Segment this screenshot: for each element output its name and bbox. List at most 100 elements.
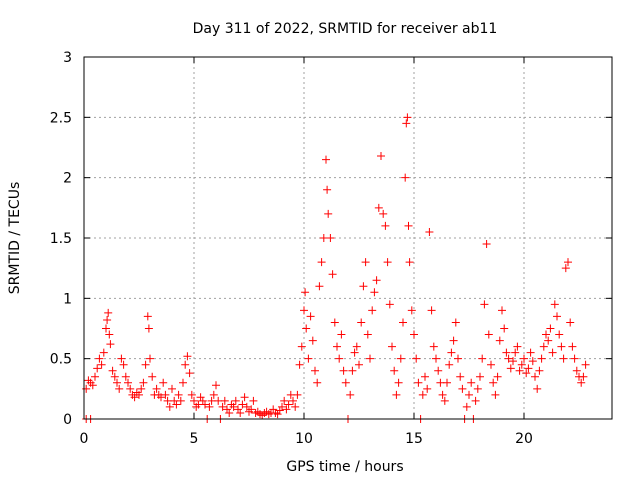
data-point	[484, 330, 493, 339]
data-point	[454, 354, 462, 363]
data-point	[212, 381, 220, 390]
data-point	[196, 393, 205, 402]
data-point	[561, 264, 570, 273]
data-point	[108, 366, 117, 375]
data-point	[388, 342, 396, 351]
data-point	[82, 384, 91, 393]
data-point	[99, 348, 108, 357]
y-tick-label: 2.5	[50, 110, 72, 126]
data-point	[526, 348, 535, 357]
data-point	[93, 364, 102, 373]
data-point	[102, 324, 110, 333]
data-point	[403, 113, 412, 122]
data-point	[179, 378, 187, 387]
data-point	[300, 306, 308, 315]
data-point	[513, 342, 522, 351]
data-point	[105, 330, 114, 339]
data-point	[566, 318, 575, 327]
data-point	[124, 378, 132, 387]
data-point	[249, 396, 258, 405]
data-point	[467, 378, 476, 387]
data-point	[359, 282, 368, 291]
data-point	[404, 221, 413, 230]
data-point	[190, 396, 198, 405]
data-point	[548, 348, 557, 357]
data-point	[139, 378, 148, 387]
data-point	[385, 300, 394, 309]
data-point	[323, 185, 332, 194]
data-point	[152, 384, 161, 393]
data-point	[328, 270, 337, 279]
data-point	[350, 348, 359, 357]
data-point	[113, 378, 121, 387]
data-point	[557, 342, 566, 351]
data-point	[355, 360, 363, 369]
data-point	[240, 393, 249, 402]
data-point	[291, 402, 300, 411]
data-point	[284, 400, 293, 409]
data-point	[489, 378, 498, 387]
data-point	[473, 384, 482, 393]
y-axis-label: SRMTID / TECUs	[7, 182, 23, 295]
data-point	[379, 209, 388, 218]
y-tick-label: 0.5	[50, 352, 72, 368]
data-point	[313, 378, 322, 387]
data-point	[337, 330, 346, 339]
data-point	[412, 354, 421, 363]
data-point	[91, 372, 99, 381]
data-point	[458, 384, 467, 393]
data-point	[278, 402, 286, 411]
data-point	[302, 324, 311, 333]
data-point	[528, 357, 537, 366]
data-point	[308, 336, 317, 345]
data-point	[293, 390, 302, 399]
data-point	[531, 372, 539, 381]
data-point	[295, 360, 304, 369]
data-point	[220, 396, 229, 405]
y-tick-label: 1	[63, 291, 72, 307]
data-point	[104, 308, 113, 317]
data-point	[509, 357, 517, 366]
data-point	[135, 390, 143, 399]
data-points-layer	[82, 113, 590, 423]
y-tick-label: 2	[63, 171, 72, 187]
data-point	[498, 306, 506, 315]
data-point	[537, 354, 546, 363]
data-point	[157, 393, 165, 402]
data-point	[97, 360, 106, 369]
y-tick-label: 0	[63, 412, 72, 428]
data-point	[339, 366, 348, 375]
data-point	[451, 318, 460, 327]
data-point	[394, 378, 403, 387]
data-point	[315, 282, 324, 291]
data-point	[231, 396, 240, 405]
data-point	[176, 396, 185, 405]
data-point	[161, 390, 170, 399]
data-point	[322, 155, 330, 164]
data-point	[456, 372, 465, 381]
data-point	[168, 384, 176, 393]
data-point	[438, 390, 447, 399]
data-point	[174, 390, 183, 399]
data-point	[181, 360, 190, 369]
data-point	[581, 360, 590, 369]
data-point	[423, 384, 432, 393]
data-point	[273, 410, 282, 419]
data-point	[572, 366, 581, 375]
data-point	[427, 306, 436, 315]
data-point	[148, 372, 157, 381]
data-point	[421, 372, 429, 381]
data-point	[366, 354, 374, 363]
x-tick-label: 20	[515, 431, 533, 447]
data-point	[443, 378, 451, 387]
data-point	[478, 354, 487, 363]
data-point	[144, 324, 153, 333]
data-point	[491, 390, 500, 399]
data-point	[579, 372, 588, 381]
data-point	[480, 300, 489, 309]
data-point	[502, 348, 511, 357]
data-point	[361, 258, 370, 267]
data-point	[390, 366, 399, 375]
data-point	[143, 312, 152, 321]
